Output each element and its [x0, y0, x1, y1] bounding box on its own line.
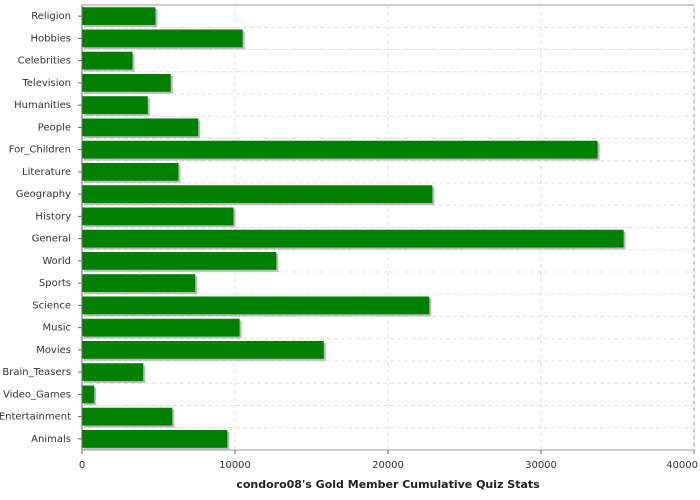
x-tick-label: 0 [79, 460, 85, 471]
x-tick-label: 40000 [666, 460, 698, 471]
y-tick-label: Brain_Teasers [2, 367, 71, 378]
y-tick-label: Geography [16, 189, 71, 200]
bar [82, 185, 433, 204]
y-tick-label: Video_Games [3, 389, 71, 400]
x-axis-title: condoro08's Gold Member Cumulative Quiz … [236, 478, 540, 491]
bar [82, 73, 171, 92]
y-tick-label: Sports [39, 278, 71, 289]
x-tick-label: 10000 [219, 460, 251, 471]
bar [82, 96, 148, 115]
bar [82, 274, 196, 293]
bar [82, 7, 156, 26]
bar [82, 363, 144, 382]
bar [82, 118, 199, 137]
y-tick-label: Celebrities [18, 56, 71, 67]
y-tick-label: Television [21, 78, 71, 89]
y-tick-label: World [42, 256, 71, 267]
y-tick-label: General [32, 234, 71, 245]
bar [82, 385, 95, 404]
x-tick-label: 30000 [525, 460, 557, 471]
bar [82, 140, 598, 159]
bar [82, 429, 228, 448]
y-tick-label: For_Children [9, 145, 71, 156]
y-tick-label: People [38, 122, 71, 133]
bar [82, 29, 243, 48]
y-tick-label: Music [43, 323, 71, 334]
x-tick-label: 20000 [372, 460, 404, 471]
y-tick-label: Humanities [14, 100, 71, 111]
y-tick-label: Religion [31, 11, 71, 22]
bar [82, 340, 324, 359]
bar [82, 229, 624, 248]
y-tick-label: Science [32, 300, 71, 311]
y-tick-label: Literature [22, 167, 71, 178]
y-tick-label: History [35, 211, 71, 222]
y-tick-label: Hobbies [31, 33, 71, 44]
bar [82, 251, 277, 270]
bar [82, 162, 179, 181]
y-tick-label: Movies [36, 345, 71, 356]
bar [82, 51, 133, 70]
bar [82, 407, 173, 426]
y-tick-label: Entertainment [0, 412, 71, 423]
bar [82, 207, 234, 226]
bar [82, 296, 430, 315]
bar [82, 318, 240, 337]
y-tick-label: Animals [31, 434, 71, 445]
